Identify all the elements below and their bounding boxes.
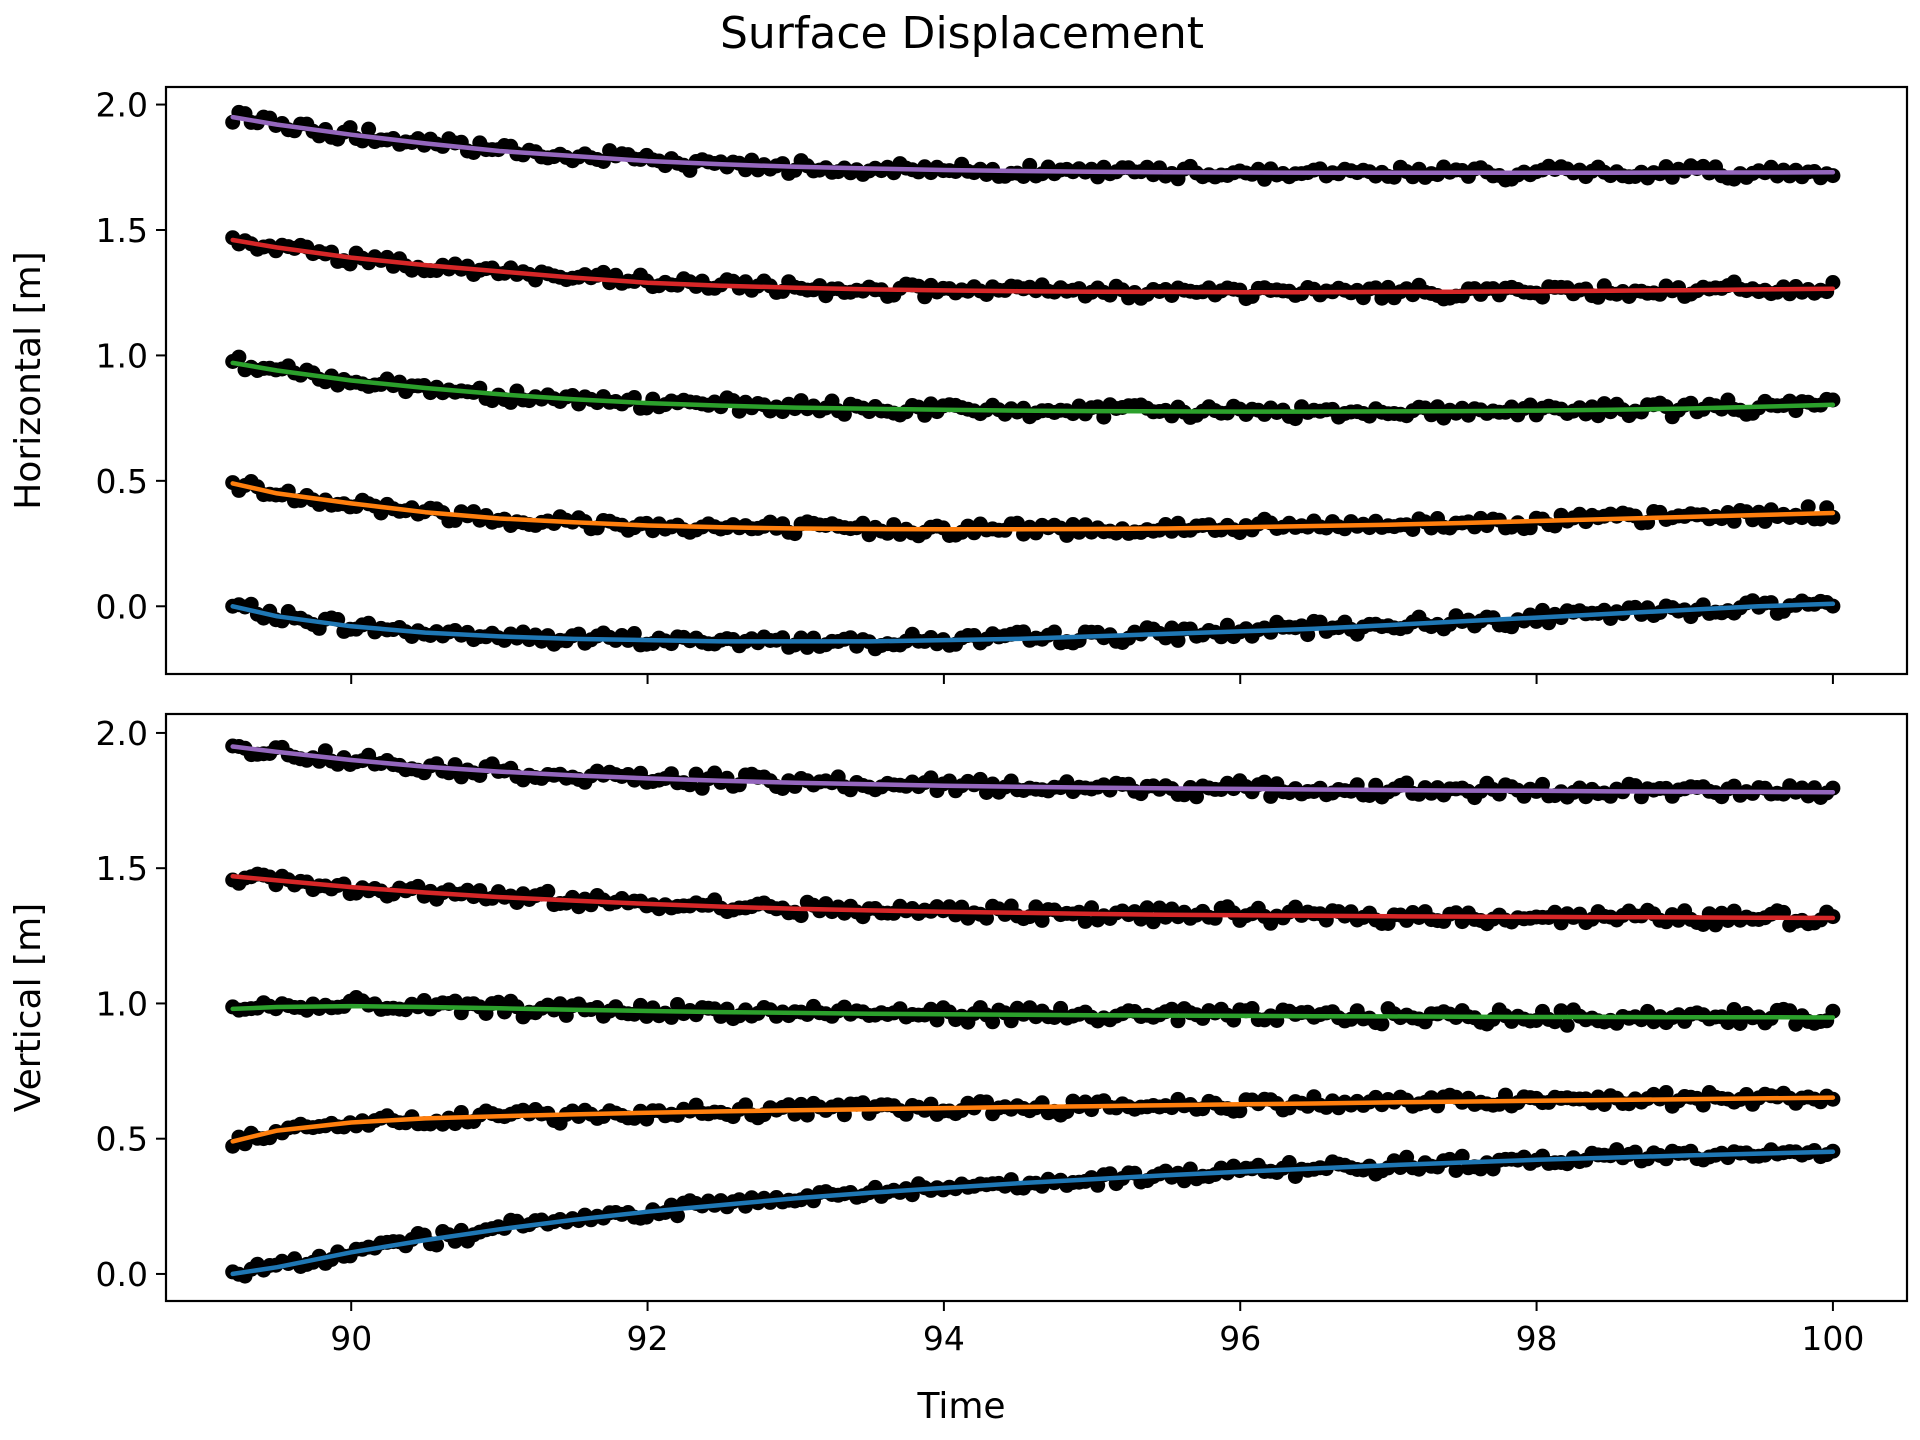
x-tick-label: 92 — [627, 1319, 669, 1358]
observation-point — [447, 993, 463, 1009]
observation-point — [1658, 1085, 1674, 1100]
observation-point — [1176, 1173, 1192, 1189]
y-tick-label: 1.5 — [96, 849, 148, 888]
plot-area — [225, 104, 1841, 657]
fit-line-1 — [230, 1149, 1836, 1277]
fit-line-4 — [230, 237, 1836, 295]
observation-point — [1800, 499, 1816, 515]
observation-point — [1028, 899, 1044, 915]
observation-points — [225, 990, 1841, 1033]
y-tick-label: 2.0 — [96, 714, 148, 753]
y-tick-label: 0.0 — [96, 587, 148, 626]
fit-line-5 — [230, 744, 1836, 795]
observation-point — [342, 120, 358, 136]
observation-point — [626, 626, 642, 641]
horizontal-panel: 0.0 0.5 1.0 1.5 2.0 Horizontal [m] — [8, 85, 1909, 684]
observation-point — [503, 394, 519, 410]
x-tick-label: 96 — [1219, 1319, 1261, 1358]
observation-point — [793, 908, 809, 924]
y-tick-label: 1.0 — [96, 336, 148, 375]
axes-frame — [164, 712, 1909, 1303]
observation-points — [225, 474, 1841, 544]
observation-point — [985, 1014, 1001, 1030]
observation-point — [1084, 900, 1099, 916]
fit-line-3 — [230, 360, 1836, 414]
observation-point — [1077, 913, 1093, 929]
fit-line-1 — [230, 601, 1836, 644]
observation-point — [1164, 1001, 1180, 1017]
observation-point — [1535, 776, 1550, 792]
observation-point — [670, 1208, 685, 1224]
observation-point — [1232, 1103, 1248, 1119]
plot-area — [225, 738, 1841, 1284]
fit-line-2 — [230, 481, 1836, 532]
observation-point — [1059, 527, 1075, 543]
y-tick-label: 0.5 — [96, 462, 148, 501]
observation-point — [1170, 632, 1186, 648]
observation-point — [1145, 914, 1161, 930]
observation-point — [1559, 1017, 1575, 1033]
y-axis-label: Horizontal [m] — [8, 251, 49, 509]
fit-line-4 — [230, 874, 1836, 921]
observation-point — [1244, 1001, 1260, 1016]
observation-point — [1287, 411, 1303, 427]
observation-point — [540, 883, 556, 899]
observation-points — [225, 593, 1841, 657]
y-tick-label: 0.5 — [96, 1120, 148, 1159]
observation-point — [972, 771, 988, 787]
observation-point — [1782, 1003, 1798, 1019]
observation-point — [1825, 275, 1841, 290]
y-tick-label: 1.5 — [96, 211, 148, 250]
observation-point — [917, 289, 933, 305]
x-tick-label: 94 — [923, 1319, 965, 1358]
observation-point — [1454, 1148, 1470, 1164]
observation-point — [361, 121, 377, 137]
fit-line-2 — [230, 1095, 1836, 1144]
observation-point — [923, 770, 939, 786]
observation-point — [1590, 289, 1606, 305]
observation-point — [1374, 1016, 1390, 1032]
observation-point — [1535, 602, 1550, 618]
y-tick-label: 1.0 — [96, 984, 148, 1023]
observation-point — [1219, 617, 1235, 633]
x-tick-label: 90 — [330, 1319, 372, 1358]
observation-point — [1708, 917, 1723, 933]
observation-point — [1139, 900, 1155, 916]
observation-point — [1257, 774, 1272, 790]
x-tick-label: 98 — [1516, 1319, 1558, 1358]
y-axis-label: Vertical [m] — [8, 903, 49, 1112]
observation-points — [225, 349, 1841, 427]
observation-point — [1009, 515, 1025, 531]
vertical-panel: 0.0 0.5 1.0 1.5 2.0 90 92 94 96 98 100 Vertical [m]… — [8, 712, 1909, 1427]
observation-point — [1263, 788, 1279, 804]
observation-point — [1448, 1163, 1464, 1178]
observation-point — [1825, 1003, 1841, 1019]
y-tick-label: 0.0 — [96, 1255, 148, 1294]
observation-point — [1003, 1013, 1019, 1029]
observation-point — [231, 349, 247, 365]
y-tick-label: 2.0 — [96, 86, 148, 125]
observation-point — [1281, 1155, 1297, 1170]
observation-points — [225, 738, 1841, 806]
x-tick-label: 100 — [1801, 1319, 1864, 1358]
observation-point — [1553, 1003, 1569, 1019]
axes-frame — [164, 85, 1909, 676]
x-axis-label: Time — [916, 1386, 1005, 1427]
observation-point — [1695, 1097, 1711, 1113]
observation-point — [1757, 513, 1773, 529]
fit-line-3 — [230, 1003, 1836, 1020]
observation-point — [342, 256, 358, 272]
figure-title: Surface Displacement — [720, 8, 1204, 59]
observation-points — [225, 866, 1841, 933]
fit-line-5 — [230, 114, 1836, 176]
observation-point — [1726, 1002, 1742, 1017]
observation-points — [225, 1142, 1841, 1284]
